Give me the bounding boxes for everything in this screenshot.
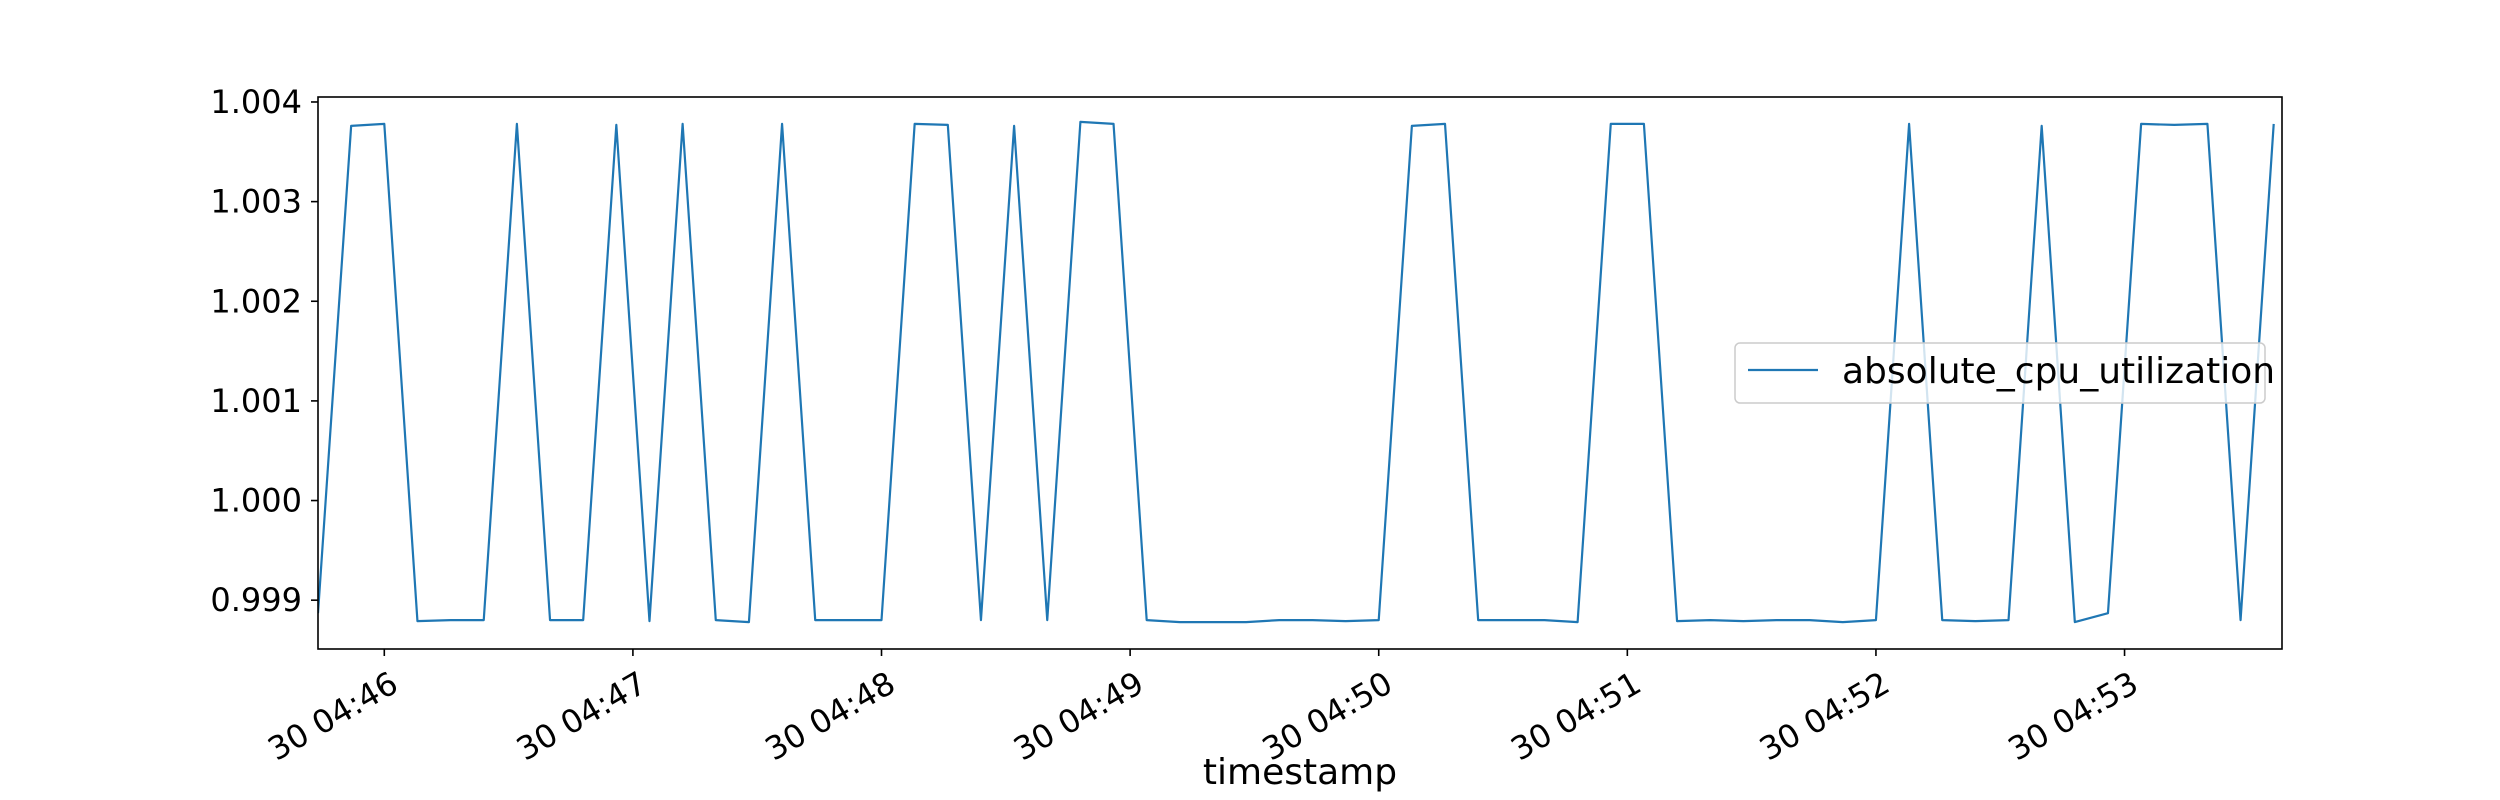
x-tick-label: 30 04:49 <box>1007 664 1150 768</box>
x-tick-label: 30 04:47 <box>510 664 653 768</box>
x-tick-label: 30 04:51 <box>1504 664 1647 768</box>
y-tick-label: 1.003 <box>210 183 302 221</box>
y-tick-label: 0.999 <box>210 581 302 619</box>
legend-label-absolute-cpu-utilization: absolute_cpu_utilization <box>1842 351 2275 392</box>
x-axis-label: timestamp <box>1203 752 1397 793</box>
series-line-absolute-cpu-utilization <box>318 120 2275 624</box>
legend: absolute_cpu_utilization <box>1734 342 2275 404</box>
y-tick-label: 1.002 <box>210 282 302 320</box>
x-tick-label: 30 04:53 <box>2002 664 2145 768</box>
legend-box <box>1734 342 2266 404</box>
x-tick-label: 30 04:48 <box>759 664 902 768</box>
axes-frame <box>317 96 2283 650</box>
x-tick-label: 30 04:52 <box>1753 664 1896 768</box>
y-tick-label: 1.001 <box>210 382 302 420</box>
plot-area <box>318 120 2275 624</box>
y-tick-label: 1.000 <box>210 482 302 520</box>
y-tick-label: 1.004 <box>210 83 302 121</box>
x-tick-label: 30 04:46 <box>261 664 404 768</box>
